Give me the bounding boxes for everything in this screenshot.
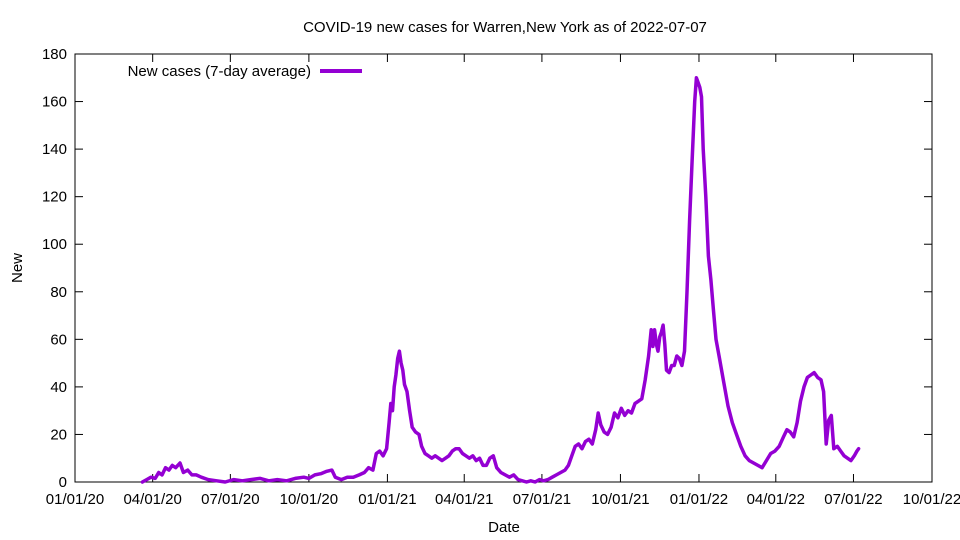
x-tick-label: 07/01/20 bbox=[201, 491, 259, 508]
series-line bbox=[140, 76, 861, 484]
y-tick-label: 60 bbox=[50, 331, 67, 348]
x-tick-label: 04/01/20 bbox=[123, 491, 181, 508]
x-tick-label: 10/01/22 bbox=[903, 491, 960, 508]
plot-frame bbox=[74, 53, 933, 483]
x-tick-label: 01/01/21 bbox=[358, 491, 416, 508]
x-tick-label: 04/01/21 bbox=[435, 491, 493, 508]
y-tick-label: 20 bbox=[50, 426, 67, 443]
legend-label: New cases (7-day average) bbox=[128, 63, 311, 80]
y-axis-label: New bbox=[9, 253, 26, 283]
y-tick-label: 80 bbox=[50, 284, 67, 301]
y-tick-label: 0 bbox=[59, 474, 67, 491]
y-tick-label: 180 bbox=[42, 46, 67, 63]
x-tick-label: 10/01/20 bbox=[280, 491, 338, 508]
y-tick-label: 40 bbox=[50, 379, 67, 396]
x-tick-label: 04/01/22 bbox=[747, 491, 805, 508]
chart-title: COVID-19 new cases for Warren,New York a… bbox=[303, 19, 707, 36]
series-layer bbox=[140, 76, 861, 484]
y-tick-label: 160 bbox=[42, 94, 67, 111]
x-tick-label: 01/01/22 bbox=[670, 491, 728, 508]
y-tick-label: 140 bbox=[42, 141, 67, 158]
x-tick-label: 01/01/20 bbox=[46, 491, 104, 508]
y-tick-label: 120 bbox=[42, 189, 67, 206]
y-axis: 0 20 40 60 80 100 120 140 160 180 bbox=[42, 46, 932, 491]
x-axis: 01/01/20 04/01/20 07/01/20 10/01/20 01/01/21… bbox=[46, 54, 960, 508]
x-axis-label: Date bbox=[488, 519, 520, 536]
x-tick-label: 10/01/21 bbox=[591, 491, 649, 508]
x-tick-label: 07/01/21 bbox=[513, 491, 571, 508]
legend: New cases (7-day average) bbox=[128, 63, 362, 80]
y-tick-label: 100 bbox=[42, 236, 67, 253]
x-tick-label: 07/01/22 bbox=[824, 491, 882, 508]
